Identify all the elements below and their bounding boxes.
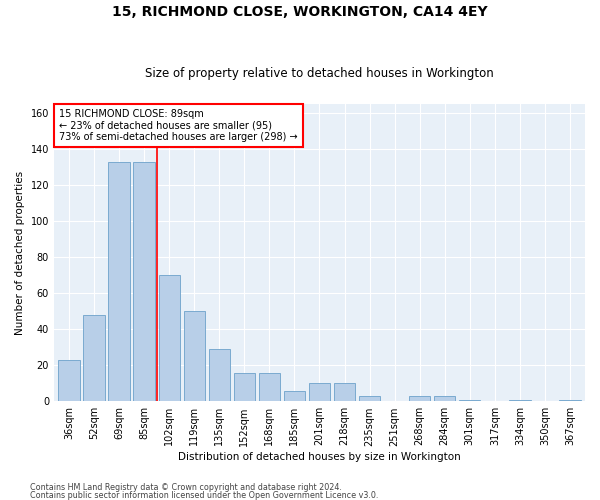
Bar [284,390,305,402]
Text: Contains HM Land Registry data © Crown copyright and database right 2024.: Contains HM Land Registry data © Crown c… [30,484,342,492]
Bar [434,396,455,402]
Bar [109,162,130,402]
Text: 15, RICHMOND CLOSE, WORKINGTON, CA14 4EY: 15, RICHMOND CLOSE, WORKINGTON, CA14 4EY [112,5,488,19]
Bar [334,384,355,402]
X-axis label: Distribution of detached houses by size in Workington: Distribution of detached houses by size … [178,452,461,462]
Bar [559,400,581,402]
Title: Size of property relative to detached houses in Workington: Size of property relative to detached ho… [145,66,494,80]
Text: Contains public sector information licensed under the Open Government Licence v3: Contains public sector information licen… [30,490,379,500]
Text: 15 RICHMOND CLOSE: 89sqm
← 23% of detached houses are smaller (95)
73% of semi-d: 15 RICHMOND CLOSE: 89sqm ← 23% of detach… [59,108,298,142]
Bar [409,396,430,402]
Bar [158,276,180,402]
Y-axis label: Number of detached properties: Number of detached properties [15,170,25,335]
Bar [233,372,255,402]
Bar [133,162,155,402]
Bar [184,312,205,402]
Bar [259,372,280,402]
Bar [83,315,104,402]
Bar [459,400,481,402]
Bar [509,400,530,402]
Bar [209,349,230,402]
Bar [359,396,380,402]
Bar [309,384,330,402]
Bar [58,360,80,402]
